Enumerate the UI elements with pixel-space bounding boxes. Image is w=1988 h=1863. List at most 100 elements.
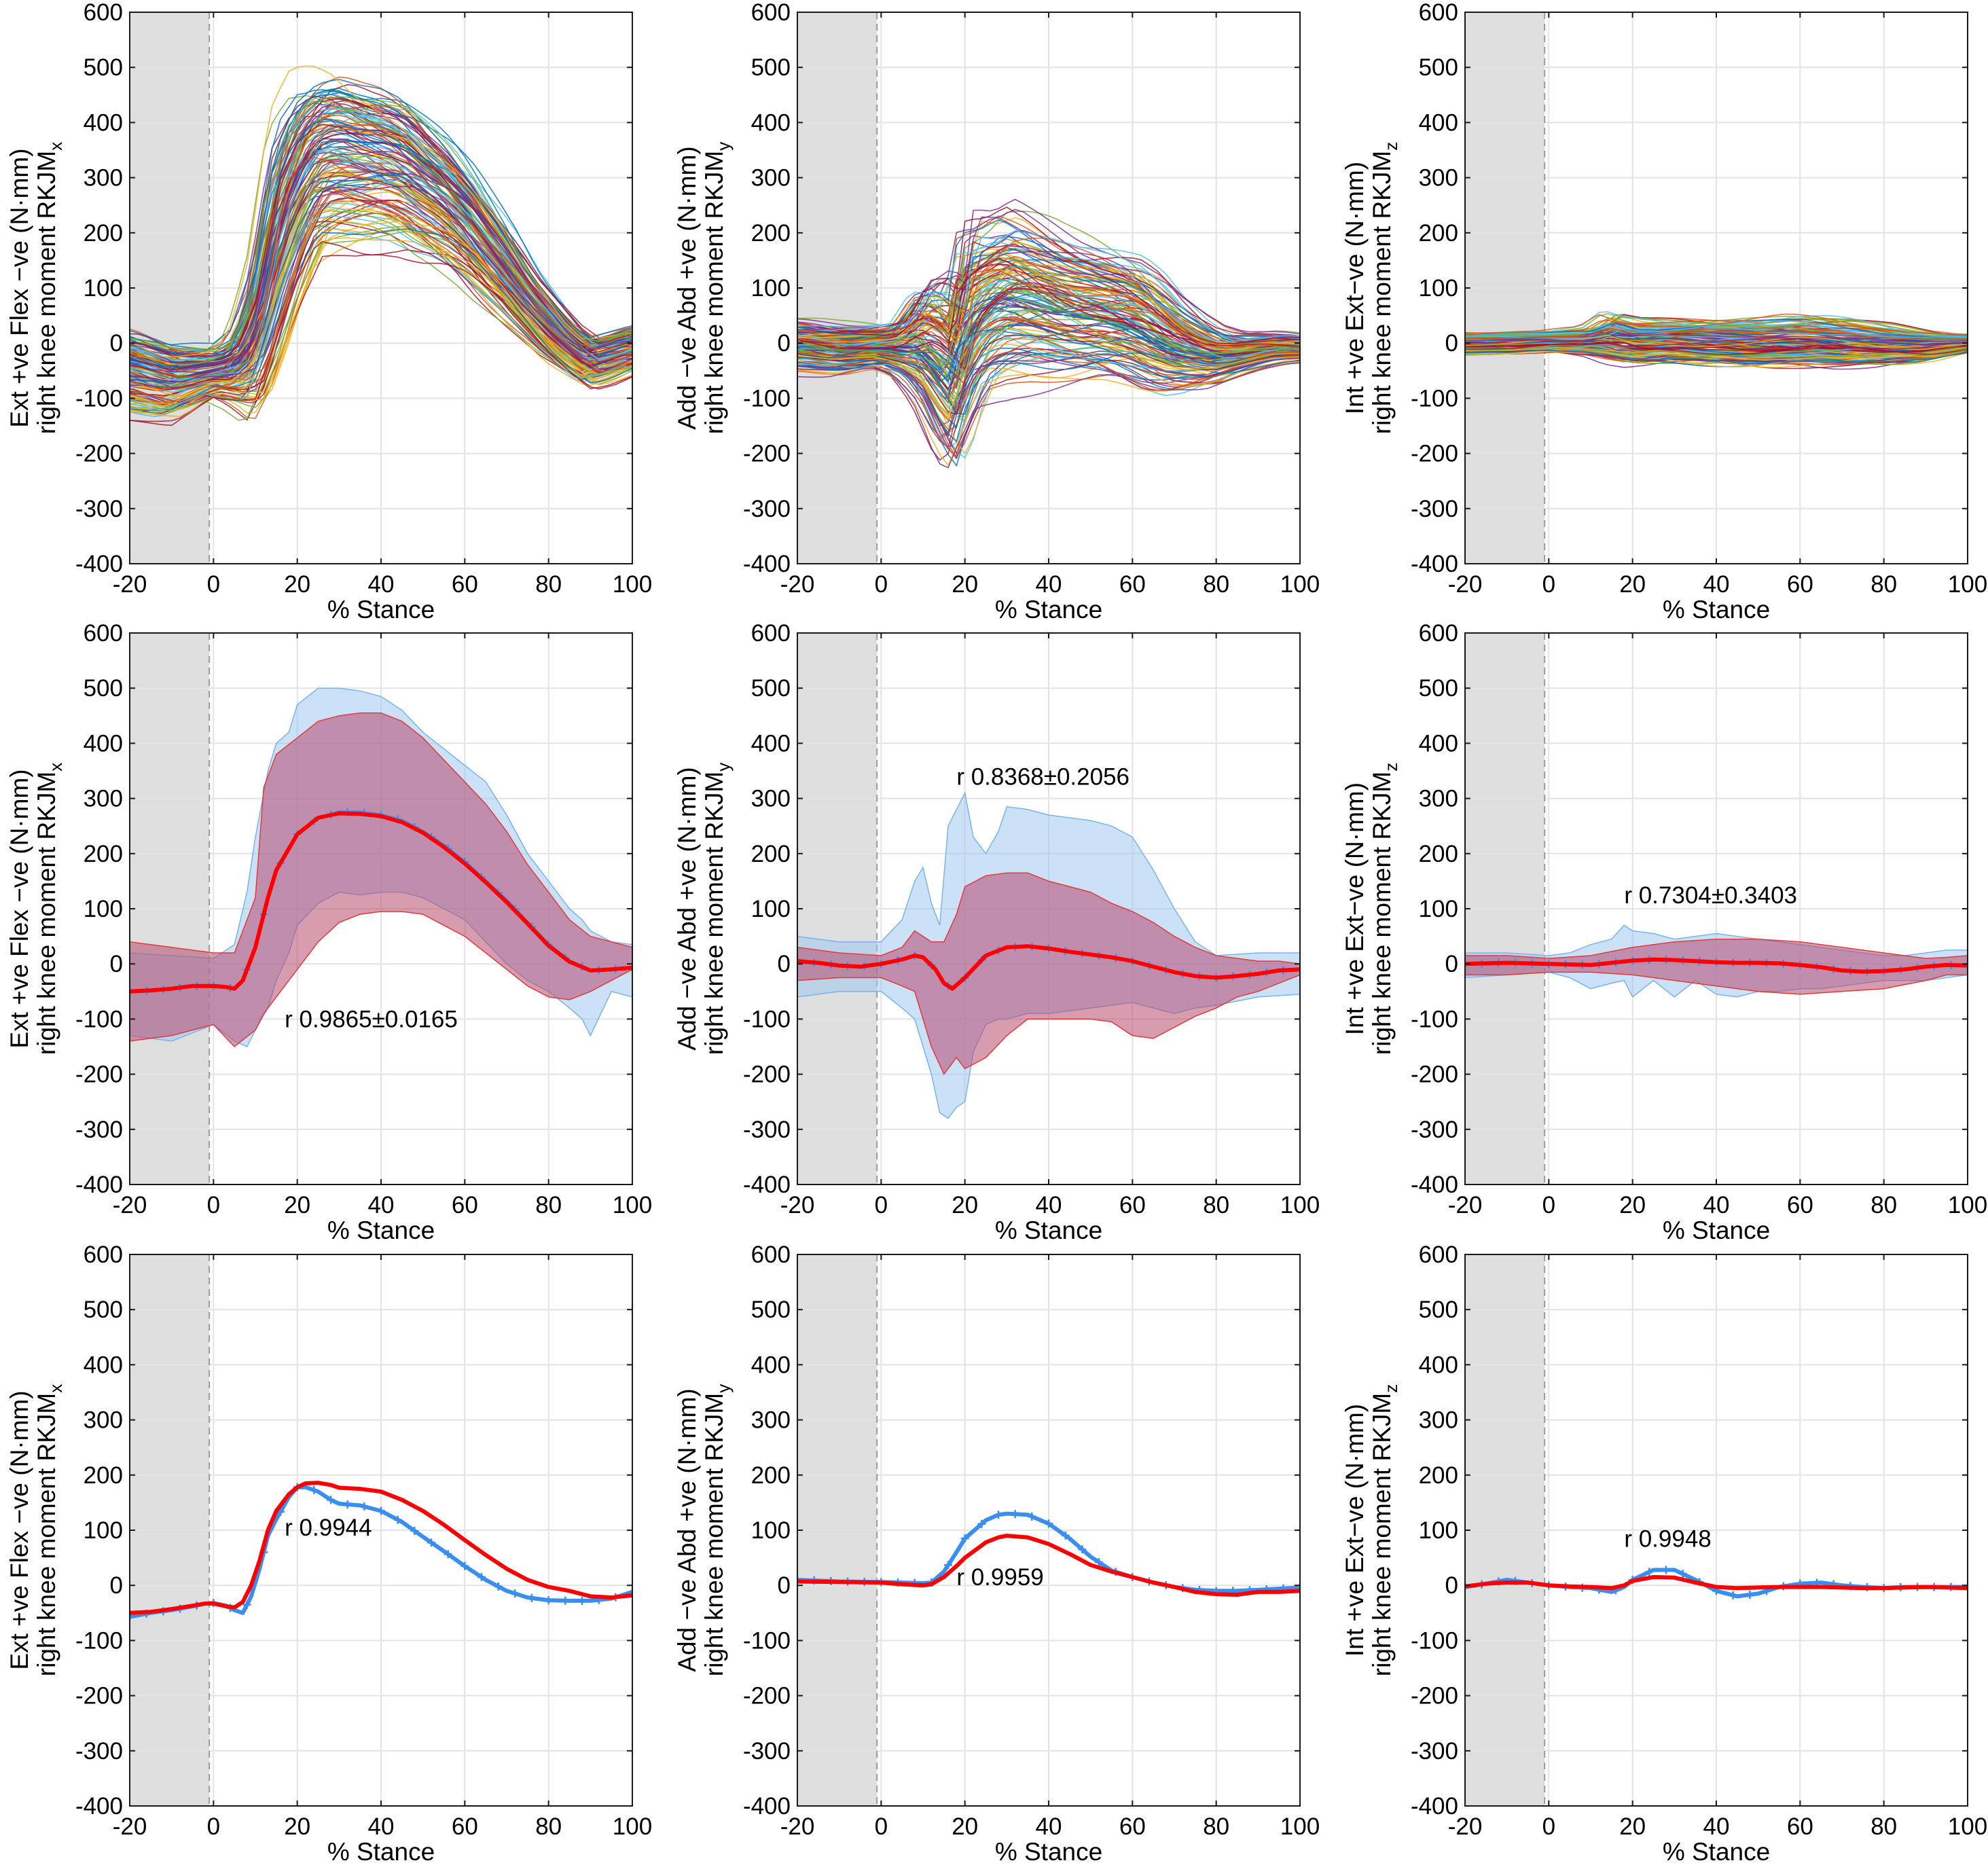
x-tick-label: 40 xyxy=(1036,571,1062,598)
y-tick-label: 400 xyxy=(751,730,791,757)
y-tick-label: -100 xyxy=(75,385,123,412)
y-tick-label: -100 xyxy=(75,1627,123,1654)
trace-line xyxy=(130,221,632,421)
trace-line xyxy=(130,175,632,391)
panel-row2-col1: -20 0 20 40 60 80 100-400-300-200-100010020030… xyxy=(5,620,652,1244)
trace-line xyxy=(1465,348,1968,363)
trace-line xyxy=(797,272,1300,350)
x-tick-label: -20 xyxy=(113,1192,147,1218)
plot-area xyxy=(130,1481,632,1621)
panel-row3-col1: -20 0 20 40 60 80 100-400-300-200-100010020030… xyxy=(5,1242,652,1863)
y-tick-label: 400 xyxy=(1419,109,1458,136)
y-axis-label-line2: right knee moment RKJMy xyxy=(700,1384,734,1676)
y-tick-label: 400 xyxy=(1419,1352,1458,1378)
y-tick-label: 200 xyxy=(1419,220,1458,247)
y-axis-label-subscript: x xyxy=(46,1384,66,1393)
y-axis-label-main: right knee moment RKJM xyxy=(1368,772,1396,1055)
trace-line xyxy=(797,268,1300,349)
y-tick-label: 0 xyxy=(1445,330,1458,357)
y-tick-label: 400 xyxy=(84,730,123,757)
x-tick-label: 40 xyxy=(368,1192,395,1218)
panel-row1-col3: -20 0 20 40 60 80 100-400-300-200-100010020030… xyxy=(1341,0,1987,623)
series-marker xyxy=(494,1582,503,1591)
y-tick-label: 100 xyxy=(751,275,791,302)
x-tick-label: 100 xyxy=(1948,1192,1987,1218)
y-tick-label: -400 xyxy=(1411,1172,1458,1198)
trace-line xyxy=(130,103,632,364)
y-axis-label-line1: Int +ve Ext−ve (N·mm) xyxy=(1341,162,1369,414)
trace-line xyxy=(797,219,1300,341)
y-tick-label: 500 xyxy=(751,54,791,81)
x-axis-label: % Stance xyxy=(995,1838,1102,1863)
trace-line xyxy=(797,323,1300,382)
y-axis-label-line1: Ext +ve Flex −ve (N·mm) xyxy=(5,1390,33,1669)
series-marker xyxy=(1011,1510,1019,1519)
y-tick-label: 100 xyxy=(1419,1517,1458,1544)
x-tick-label: 0 xyxy=(875,571,888,598)
correlation-annotation: r 0.9959 xyxy=(956,1564,1043,1591)
series-marker xyxy=(393,1515,402,1524)
x-tick-label: -20 xyxy=(113,571,147,598)
series-marker xyxy=(410,1526,419,1535)
y-tick-label: -400 xyxy=(743,1793,791,1820)
x-tick-label: 40 xyxy=(1036,1813,1062,1840)
x-axis-label: % Stance xyxy=(327,1838,435,1863)
plot-area xyxy=(797,791,1300,1119)
y-tick-label: 600 xyxy=(751,620,791,647)
plot-area xyxy=(1465,311,1968,370)
series-marker xyxy=(977,1519,986,1528)
y-tick-label: -300 xyxy=(1411,496,1458,522)
y-tick-label: -300 xyxy=(75,1738,123,1765)
y-tick-label: 200 xyxy=(1419,841,1458,867)
panel-row3-col3: -20 0 20 40 60 80 100-400-300-200-100010020030… xyxy=(1341,1242,1987,1863)
x-tick-label: 60 xyxy=(1787,1192,1813,1218)
y-tick-label: 400 xyxy=(751,109,791,136)
y-tick-label: 100 xyxy=(84,896,123,922)
series-marker xyxy=(1746,1591,1754,1599)
trace-line xyxy=(1465,341,1968,355)
series-marker xyxy=(360,1502,369,1511)
series-marker xyxy=(994,1511,1002,1519)
trace-line xyxy=(797,353,1300,437)
y-axis-label-line2: right knee moment RKJMz xyxy=(1368,1384,1401,1676)
sd-band-sd-b xyxy=(797,872,1300,1076)
y-axis-label-subscript: z xyxy=(1381,142,1401,151)
series-marker xyxy=(628,1587,632,1596)
x-tick-label: -20 xyxy=(113,1813,147,1840)
trace-line xyxy=(1465,331,1968,346)
y-tick-label: 0 xyxy=(1445,951,1458,977)
y-tick-label: -100 xyxy=(743,1006,791,1032)
trace-line xyxy=(130,105,632,362)
sd-band-sd-b xyxy=(130,712,632,1048)
x-tick-label: -20 xyxy=(780,1813,815,1840)
y-tick-label: -300 xyxy=(1411,1738,1458,1765)
x-tick-label: 100 xyxy=(1280,1192,1320,1218)
y-axis-label-subscript: z xyxy=(1381,1384,1401,1393)
plot-area xyxy=(130,687,632,1048)
y-axis-label-subscript: z xyxy=(1381,763,1401,772)
x-tick-label: 0 xyxy=(875,1192,888,1218)
trace-line xyxy=(130,98,632,357)
x-tick-label: 80 xyxy=(1870,1813,1897,1840)
trace-line xyxy=(130,146,632,382)
y-axis-label-line2: right knee moment RKJMx xyxy=(33,1384,66,1676)
trace-line xyxy=(797,282,1300,376)
x-tick-label: 20 xyxy=(952,1192,978,1218)
y-tick-label: -100 xyxy=(75,1006,123,1032)
trace-line xyxy=(130,228,632,411)
x-tick-label: 60 xyxy=(1119,1192,1146,1218)
y-tick-label: 100 xyxy=(751,1517,791,1544)
trace-line xyxy=(130,168,632,383)
trace-line xyxy=(797,230,1300,340)
panel-row1-col1: -20 0 20 40 60 80 100-400-300-200-100010020030… xyxy=(5,0,652,623)
y-tick-label: 300 xyxy=(1419,1407,1458,1434)
y-tick-label: -400 xyxy=(743,551,791,577)
x-tick-label: 0 xyxy=(1542,1813,1555,1840)
series-line-red-top xyxy=(1465,958,1968,974)
x-tick-label: 80 xyxy=(535,1813,562,1840)
series-line-red xyxy=(797,1534,1300,1597)
y-tick-label: 500 xyxy=(84,1297,123,1323)
y-axis-label-line2: right knee moment RKJMx xyxy=(33,763,66,1055)
trace-line xyxy=(130,96,632,350)
